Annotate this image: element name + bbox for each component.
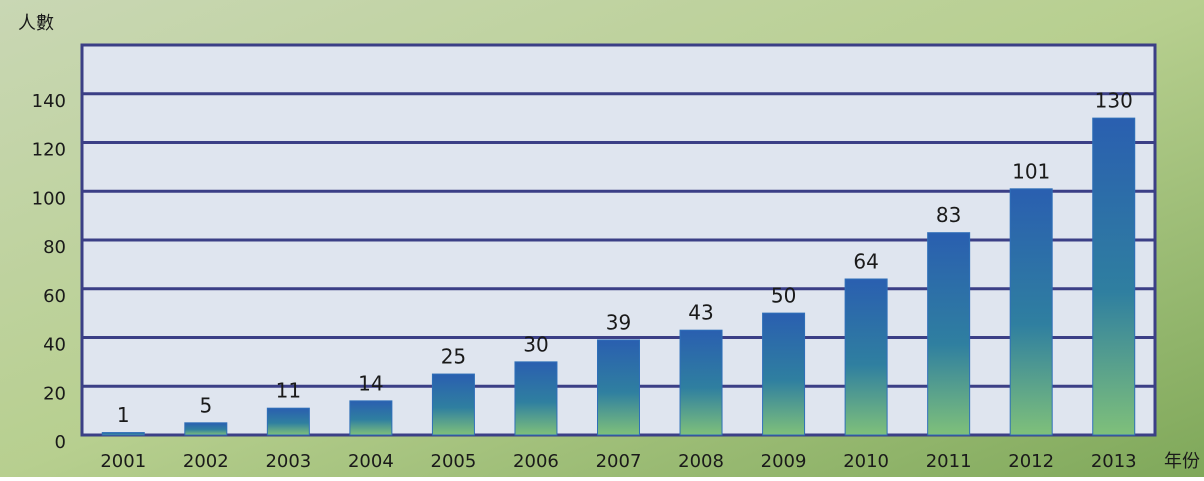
bar (515, 362, 557, 435)
x-tick-label: 2012 (1008, 451, 1054, 472)
x-tick-label: 2005 (431, 451, 477, 472)
bar (102, 433, 144, 435)
y-tick-label: 60 (43, 286, 66, 307)
bar (350, 401, 392, 435)
data-label: 1 (117, 403, 130, 427)
x-tick-label: 2006 (513, 451, 559, 472)
x-tick-label: 2001 (100, 451, 146, 472)
y-tick-label: 140 (32, 91, 66, 112)
bar (680, 330, 722, 435)
data-label: 39 (606, 310, 631, 334)
data-label: 50 (771, 284, 796, 308)
data-label: 30 (523, 332, 548, 356)
x-tick-label: 2003 (265, 451, 311, 472)
data-label: 11 (276, 379, 301, 403)
data-label: 130 (1095, 89, 1133, 113)
y-tick-label: 0 (55, 432, 66, 453)
bar (267, 408, 309, 435)
bar (763, 313, 805, 435)
x-tick-label: 2010 (843, 451, 889, 472)
page: 人數 年份 0 20 40 60 80 100 120 140 2001 1 2002 5 2003 11… (0, 0, 1204, 477)
y-tick-label: 20 (43, 383, 66, 404)
y-tick-label: 120 (32, 140, 66, 161)
x-tick-label: 2007 (596, 451, 642, 472)
y-tick-label: 100 (32, 188, 66, 209)
data-label: 5 (199, 393, 212, 417)
x-axis-label: 年份 (1164, 451, 1200, 472)
data-label: 43 (688, 301, 713, 325)
x-tick-label: 2002 (183, 451, 229, 472)
y-tick-label: 80 (43, 237, 66, 258)
bar (598, 340, 640, 435)
data-label: 101 (1012, 159, 1050, 183)
data-label: 83 (936, 203, 961, 227)
data-label: 14 (358, 371, 383, 395)
x-tick-label: 2013 (1091, 451, 1137, 472)
bar (432, 374, 474, 435)
bar (1010, 189, 1052, 435)
x-tick-label: 2009 (761, 451, 807, 472)
chart: 人數 年份 0 20 40 60 80 100 120 140 2001 1 2002 5 2003 11… (0, 0, 1204, 477)
y-tick-label: 40 (43, 335, 66, 356)
x-tick-label: 2004 (348, 451, 394, 472)
bar (928, 233, 970, 435)
data-label: 64 (853, 250, 878, 274)
y-axis-label: 人數 (18, 13, 54, 34)
x-tick-label: 2008 (678, 451, 724, 472)
bar (185, 423, 227, 435)
data-label: 25 (441, 345, 466, 369)
bar (845, 279, 887, 435)
x-tick-label: 2011 (926, 451, 972, 472)
bar (1093, 118, 1135, 435)
